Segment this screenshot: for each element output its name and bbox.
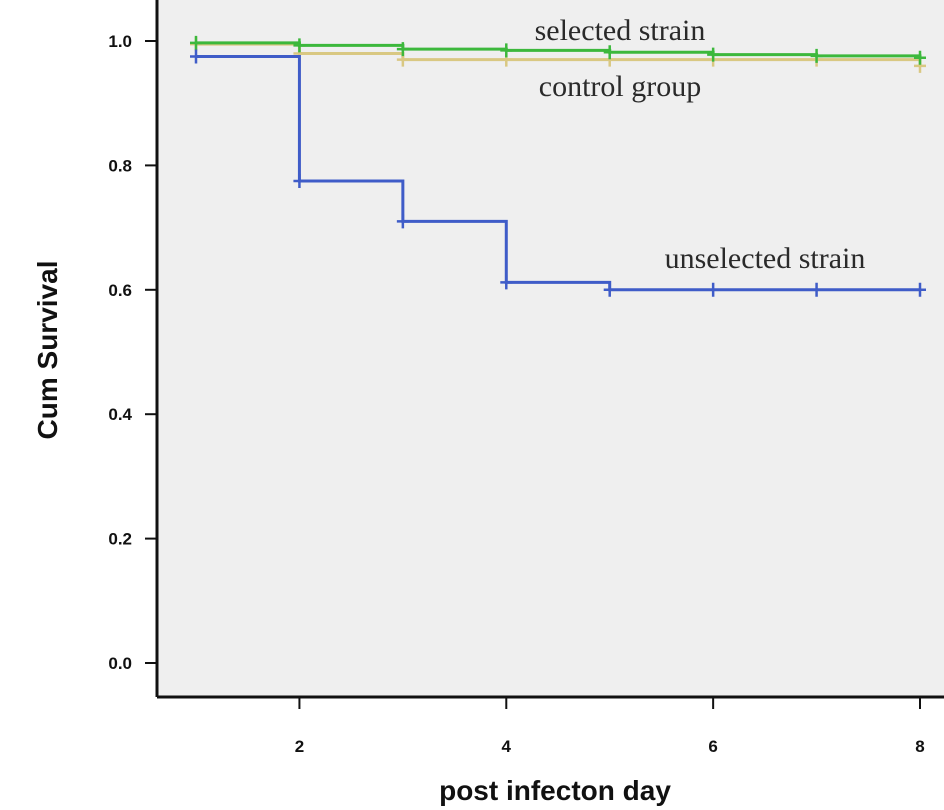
censor-mark-selected-strain — [810, 48, 823, 63]
x-tick-label: 4 — [502, 737, 512, 756]
censor-mark-selected-strain — [707, 47, 720, 62]
series-line-unselected-strain — [196, 55, 920, 292]
censor-mark-unselected-strain — [603, 282, 616, 297]
censor-mark-unselected-strain — [190, 49, 202, 64]
annotation-selected-strain: selected strain — [535, 14, 706, 47]
annotation-control-group: control group — [539, 70, 701, 103]
series-layer — [190, 35, 926, 297]
y-tick-label: 0.6 — [108, 281, 132, 300]
y-ticks: 0.0 0.2 0.4 0.6 0.8 1.0 — [108, 32, 157, 673]
censor-mark-unselected-strain — [293, 173, 306, 188]
y-tick-label: 0.0 — [108, 654, 132, 673]
annotation-unselected-strain: unselected strain — [665, 242, 866, 275]
censor-mark-selected-strain — [500, 43, 513, 58]
x-axis-title: post infecton day — [439, 775, 671, 806]
x-tick-label: 6 — [708, 737, 717, 756]
censor-mark-selected-strain — [293, 38, 306, 53]
y-tick-label: 1.0 — [108, 32, 132, 51]
censor-mark-unselected-strain — [396, 214, 409, 229]
censor-mark-selected-strain — [603, 45, 616, 60]
y-tick-label: 0.4 — [108, 405, 132, 424]
censor-mark-unselected-strain — [500, 275, 513, 290]
censor-mark-unselected-strain — [810, 282, 823, 297]
x-ticks: 2 4 6 8 — [295, 697, 925, 756]
plot-background — [157, 0, 944, 697]
x-tick-label: 2 — [295, 737, 304, 756]
y-tick-label: 0.8 — [108, 156, 132, 175]
y-axis-title: Cum Survival — [32, 261, 63, 440]
censor-mark-selected-strain — [190, 35, 202, 50]
censor-mark-unselected-strain — [914, 282, 926, 297]
y-tick-label: 0.2 — [108, 530, 132, 549]
x-tick-label: 8 — [915, 737, 924, 756]
censor-mark-unselected-strain — [707, 282, 720, 297]
censor-mark-selected-strain — [396, 42, 409, 57]
censor-mark-selected-strain — [914, 50, 926, 65]
